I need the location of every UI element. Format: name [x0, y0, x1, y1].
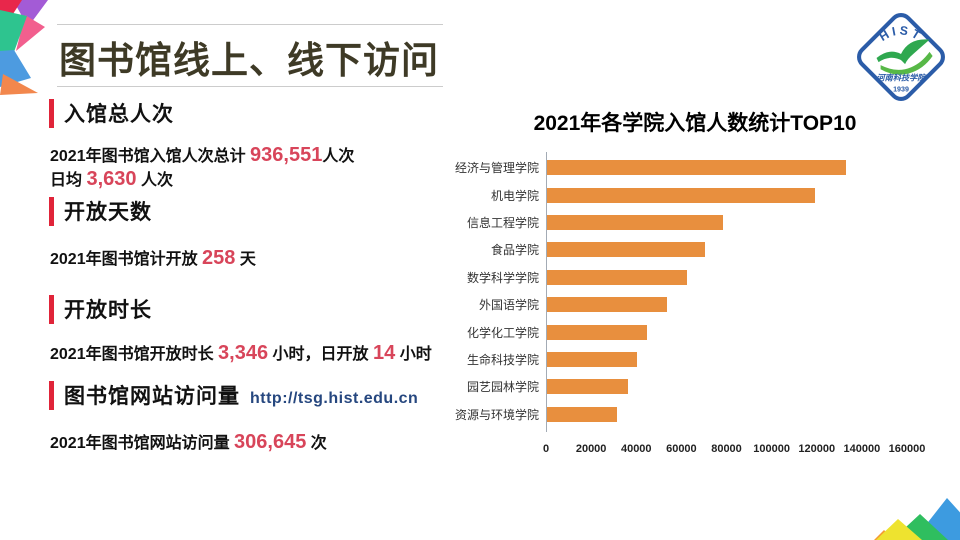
corner-decoration-bottom-right: [874, 498, 960, 540]
chart-bar: [547, 297, 667, 313]
section-title: 入馆总人次: [64, 103, 174, 126]
stat-text: 天: [235, 251, 256, 268]
stat-line: 2021年图书馆开放时长 3,346 小时，日开放 14 小时: [50, 340, 432, 365]
chart-row: 食品学院: [440, 236, 940, 263]
stat-number: 3,630: [86, 168, 137, 190]
chart-category-label: 化学化工学院: [466, 325, 539, 340]
chart-x-axis-ticks: 0 20000 40000 60000 80000 100000 120000 140000 1…: [440, 443, 940, 459]
stat-line: 日均 3,630 人次: [50, 166, 173, 191]
chart-y-axis-line: [546, 152, 547, 432]
stat-text: 次: [306, 435, 327, 452]
stat-text: 小时，日开放: [268, 346, 374, 363]
x-axis-tick-label: 160000: [888, 443, 926, 455]
x-axis-tick-label: 40000: [620, 443, 652, 455]
title-rule-bottom: [57, 86, 443, 87]
stat-number: 306,645: [234, 431, 307, 453]
stat-line: 2021年图书馆网站访问量 306,645 次: [50, 429, 327, 454]
corner-decoration-top-left: [0, 0, 48, 95]
section-title: 图书馆网站访问量: [64, 385, 240, 408]
chart-row: 数学科学学院: [440, 264, 940, 291]
x-axis-tick-label: 100000: [753, 443, 790, 455]
stat-line: 2021年图书馆入馆人次总计 936,551人次: [50, 142, 354, 167]
title-rule-top: [57, 24, 443, 25]
stat-text: 人次: [136, 172, 173, 189]
stat-number: 936,551: [250, 144, 323, 166]
stat-number: 14: [373, 342, 396, 364]
chart-bar: [547, 214, 723, 230]
chart-bar: [547, 379, 629, 395]
stat-text: 小时: [395, 346, 432, 363]
section-heading-total-visits: 入馆总人次: [49, 98, 174, 128]
section-heading-website-visits: 图书馆网站访问量 http://tsg.hist.edu.cn: [49, 380, 418, 410]
section-heading-open-days: 开放天数: [49, 196, 152, 226]
stat-text: 2021年图书馆网站访问量: [50, 435, 235, 452]
x-axis-tick-label: 140000: [843, 443, 881, 455]
chart-row: 信息工程学院: [440, 209, 940, 236]
chart-category-label: 外国语学院: [478, 298, 539, 313]
stat-text: 日均: [50, 172, 87, 189]
stat-text: 2021年图书馆入馆人次总计: [50, 148, 251, 165]
chart-category-label: 机电学院: [490, 188, 539, 203]
section-heading-open-hours: 开放时长: [49, 294, 152, 324]
stat-text: 2021年图书馆计开放: [50, 251, 203, 268]
chart-row: 资源与环境学院: [440, 401, 940, 428]
accent-bar: [49, 294, 54, 324]
logo-school-name: 河南科技学院: [877, 72, 928, 82]
accent-bar: [49, 380, 54, 410]
accent-bar: [49, 98, 54, 128]
x-axis-tick-label: 60000: [666, 443, 697, 455]
chart-category-label: 资源与环境学院: [454, 407, 539, 422]
chart-plot-area: 经济与管理学院机电学院信息工程学院食品学院数学科学学院外国语学院化学化工学院 生命…: [440, 154, 940, 428]
chart-row: 化学化工学院: [440, 318, 940, 345]
chart-bar: [547, 406, 617, 422]
stat-line: 2021年图书馆计开放 258 天: [50, 245, 256, 270]
university-logo: HIST 河南科技学院 1939: [857, 13, 945, 101]
chart-row: 生命科技学院: [440, 346, 940, 373]
page-title: 图书馆线上、线下访问: [59, 40, 439, 81]
chart-bar: [547, 187, 816, 203]
chart-bar: [547, 269, 687, 285]
chart-category-label: 信息工程学院: [466, 215, 539, 230]
stat-text: 人次: [322, 148, 355, 165]
stat-text: 2021年图书馆开放时长: [50, 346, 219, 363]
section-title: 开放天数: [64, 201, 152, 224]
chart-row: 园艺园林学院: [440, 373, 940, 400]
stat-number: 258: [202, 247, 236, 269]
chart-category-label: 园艺园林学院: [466, 380, 539, 395]
chart-bar: [547, 160, 846, 176]
chart-category-label: 数学科学学院: [466, 270, 539, 285]
logo-book-icon: [876, 39, 933, 75]
svg-text:HIST: HIST: [877, 23, 926, 44]
chart-row: 外国语学院: [440, 291, 940, 318]
library-website-link[interactable]: http://tsg.hist.edu.cn: [250, 390, 419, 407]
x-axis-tick-label: 120000: [798, 443, 836, 455]
chart-bar: [547, 242, 705, 258]
x-axis-tick-label: 0: [542, 443, 550, 455]
chart-title: 2021年各学院入馆人数统计TOP10: [533, 112, 857, 135]
x-axis-tick-label: 20000: [575, 443, 607, 455]
chart-category-label: 食品学院: [490, 243, 539, 258]
chart-bar: [547, 324, 648, 340]
chart-category-label: 经济与管理学院: [454, 161, 539, 176]
accent-bar: [49, 196, 54, 226]
chart-category-label: 生命科技学院: [466, 352, 539, 367]
logo-year: 1939: [893, 86, 909, 94]
stat-number: 3,346: [218, 342, 269, 364]
chart-row: 机电学院: [440, 181, 940, 208]
section-title: 开放时长: [64, 299, 152, 322]
x-axis-tick-label: 80000: [711, 443, 742, 455]
chart-bar: [547, 351, 638, 367]
chart-row: 经济与管理学院: [440, 154, 940, 181]
logo-acronym: HIST: [877, 23, 923, 44]
